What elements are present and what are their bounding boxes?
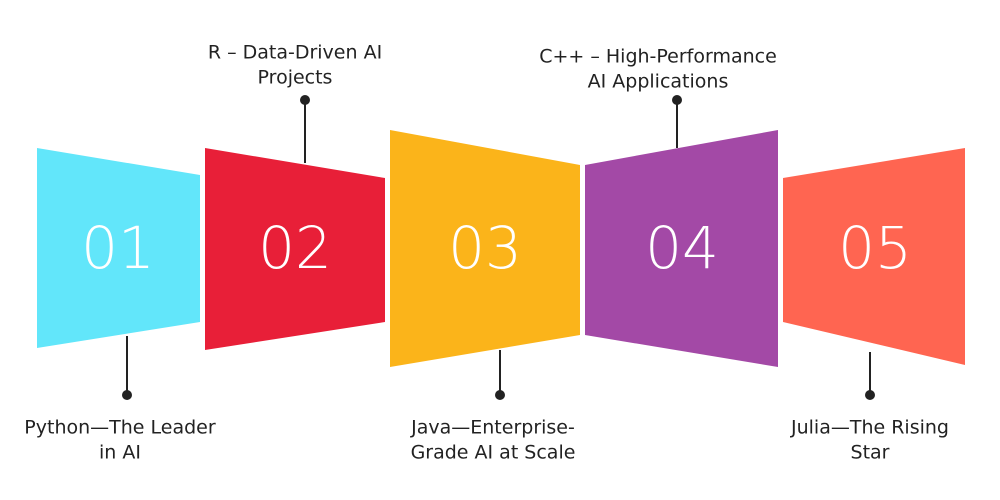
step-label: AI Applications [588, 71, 729, 93]
panel [783, 148, 965, 365]
step-number: 01 [81, 214, 155, 282]
step-label: Grade AI at Scale [411, 442, 576, 464]
step-number: 03 [448, 214, 522, 282]
panel [390, 130, 580, 367]
panel [585, 130, 778, 367]
step-label: in AI [99, 442, 141, 464]
connector-dot [122, 390, 132, 400]
connector-dot [672, 95, 682, 105]
panel [205, 148, 385, 350]
step-label: Java—Enterprise- [410, 417, 575, 439]
step-label: Julia—The Rising [790, 417, 949, 439]
panel [37, 148, 200, 348]
step-label: C++ – High-Performance [539, 46, 777, 68]
step-label: Python—The Leader [24, 417, 216, 439]
connector-dot [300, 95, 310, 105]
step-label: Projects [258, 67, 333, 89]
step-number: 04 [645, 214, 719, 282]
step-label: R – Data-Driven AI [208, 42, 382, 64]
connector-dot [495, 390, 505, 400]
step-number: 02 [258, 214, 332, 282]
step-number: 05 [838, 214, 912, 282]
connector-dot [865, 390, 875, 400]
step-label: Star [851, 442, 890, 464]
